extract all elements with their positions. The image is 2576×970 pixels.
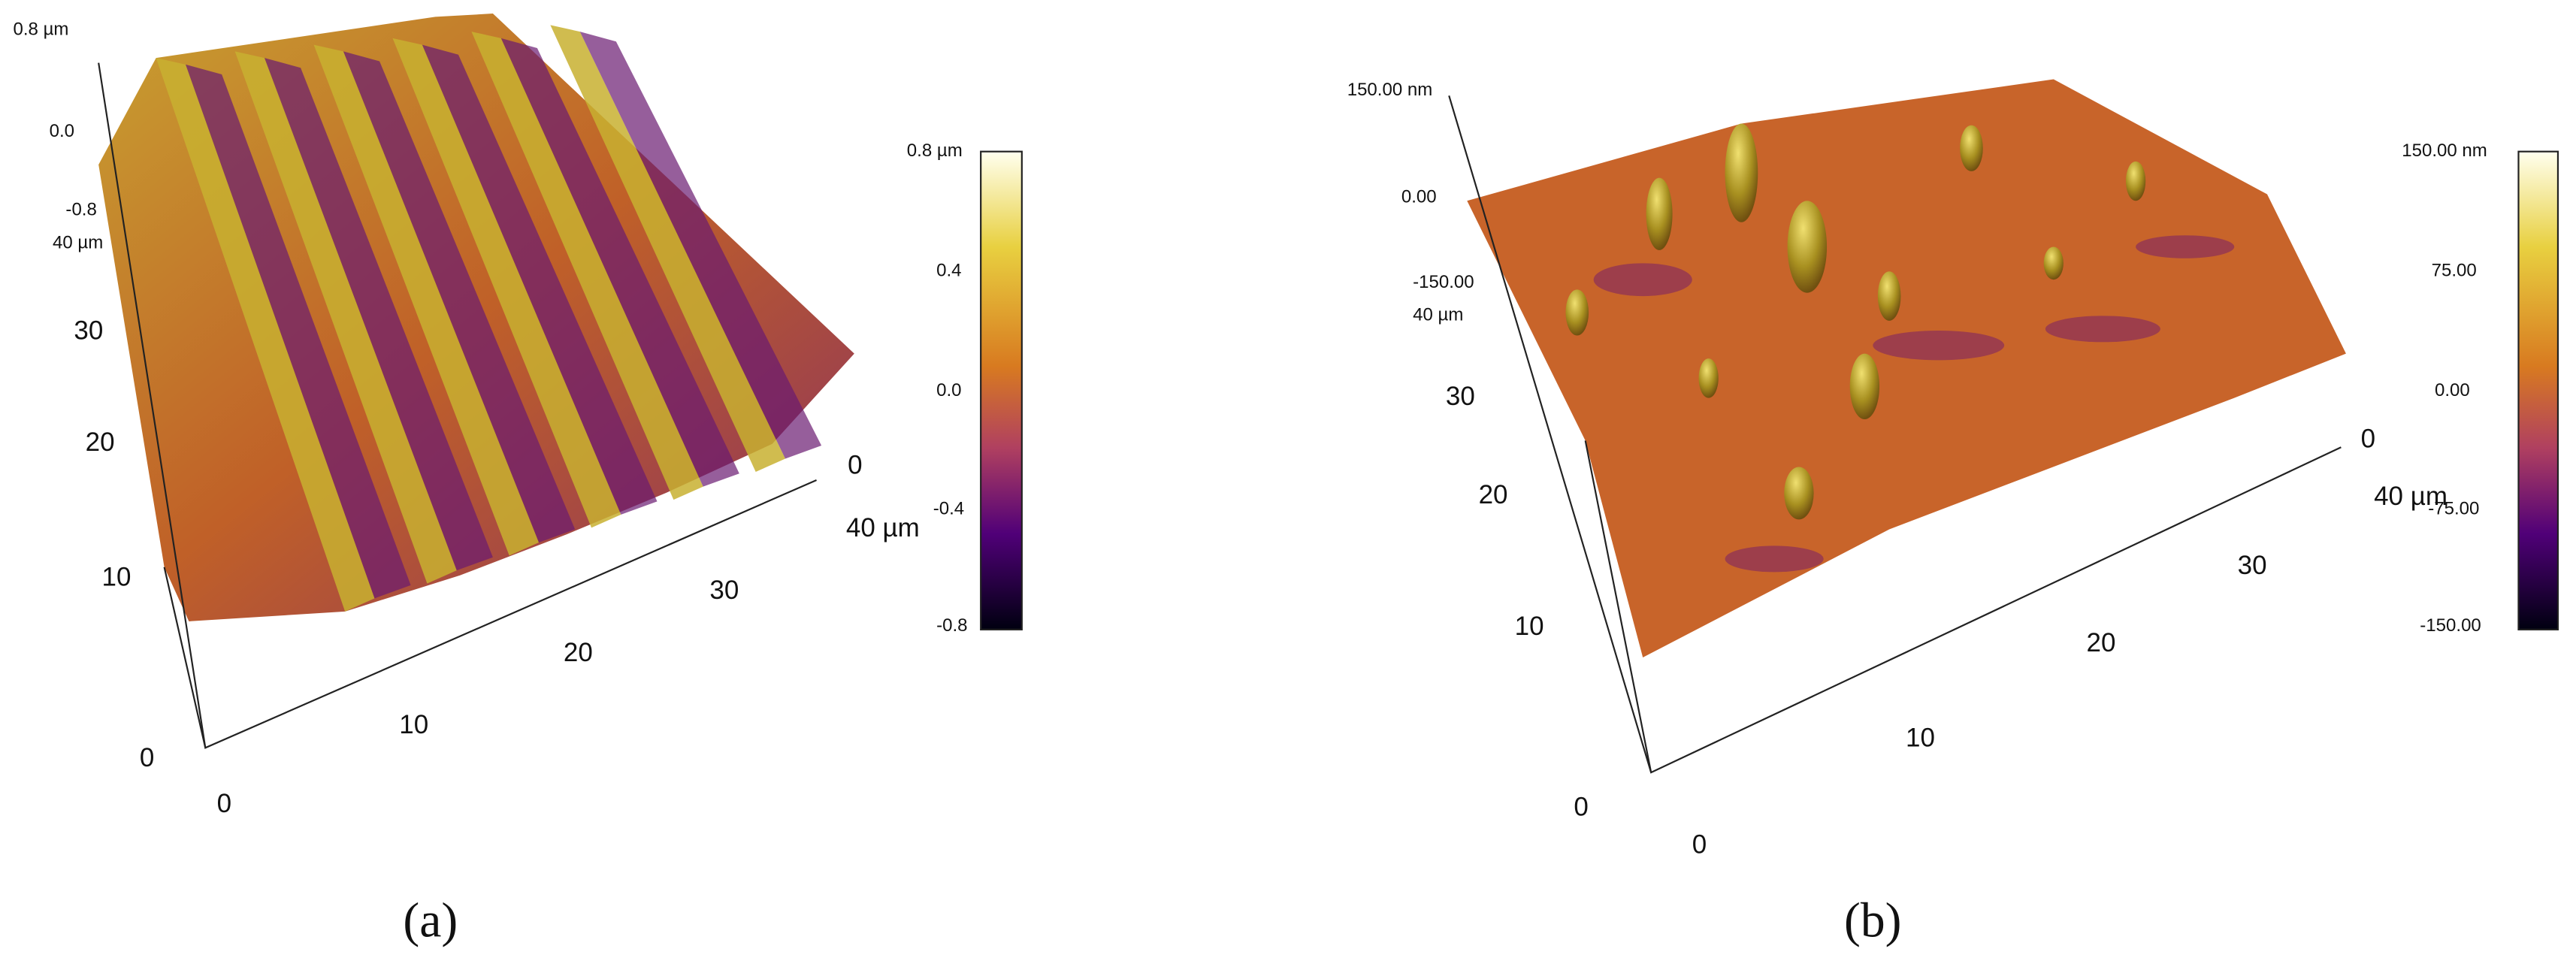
- y-tick-label: 0: [140, 743, 154, 772]
- ridge-light: [550, 25, 786, 473]
- y-tick-label: 30: [1446, 382, 1475, 411]
- z-tick-label: 0.0: [50, 121, 74, 141]
- z-tick-label: 150.00 nm: [1347, 80, 1433, 100]
- bump: [2125, 161, 2146, 201]
- colorbar-tick-label: 0.4: [936, 261, 961, 281]
- axes-b: [1448, 95, 2342, 774]
- valley: [2045, 316, 2160, 343]
- y-tick-label: 10: [1515, 612, 1544, 641]
- surface-a: [98, 14, 854, 621]
- colorbar-tick-label: -0.8: [936, 615, 967, 636]
- ridge-dark: [264, 58, 493, 571]
- valley: [1593, 263, 1692, 297]
- surface-b: [1467, 79, 2346, 658]
- y-tick-label: 40 µm: [53, 232, 103, 252]
- ridge-dark: [500, 38, 739, 487]
- z-tick-label: -150.00: [1413, 272, 1474, 292]
- x-tick-label: 30: [709, 576, 739, 605]
- x-tick-label: 20: [564, 638, 593, 667]
- x-tick-label: 30: [2238, 551, 2267, 580]
- y-tick-label: 20: [1479, 480, 1508, 509]
- colorbar-tick-label: -0.4: [933, 499, 964, 519]
- ridge-light: [471, 32, 703, 500]
- bump: [1877, 271, 1901, 321]
- z-tick-label: -0.8: [65, 200, 96, 220]
- y-tick-label: 20: [86, 428, 115, 457]
- colorbar-tick-label: 75.00: [2432, 261, 2477, 281]
- z-tick-label: 0.00: [1401, 186, 1437, 207]
- ridge-light: [392, 38, 621, 528]
- panel-caption: (b): [1844, 893, 1901, 947]
- colorbar-a: [980, 150, 1023, 630]
- valley: [2136, 235, 2235, 258]
- colorbar-tick-label: 0.0: [936, 380, 961, 400]
- x-tick-label: 20: [2087, 628, 2116, 657]
- x-tick-label: 0: [1692, 830, 1707, 860]
- x-tick-label: 10: [399, 710, 428, 739]
- colorbar-tick-label: 0.8 µm: [907, 141, 963, 161]
- bump: [1646, 177, 1673, 250]
- x-tick-label: 40 µm: [846, 513, 920, 542]
- bump: [1565, 289, 1589, 336]
- panel-caption: (a): [403, 893, 458, 947]
- bump: [1725, 123, 1758, 222]
- colorbar-tick-label: -150.00: [2420, 615, 2481, 636]
- ridge-dark: [579, 32, 822, 459]
- ridge-light: [234, 51, 457, 584]
- ridge-dark: [422, 44, 658, 515]
- y-tick-label: 30: [74, 316, 103, 345]
- x-tick-label: 40 µm: [2374, 482, 2448, 511]
- colorbar-tick-label: 150.00 nm: [2402, 141, 2487, 161]
- y-tick-label: 40 µm: [1413, 305, 1463, 325]
- y-tick-label: 0: [1574, 792, 1588, 821]
- bump: [1698, 358, 1719, 398]
- ridge-dark: [343, 51, 576, 543]
- colorbar-b: [2517, 150, 2559, 630]
- valley: [1873, 330, 2005, 361]
- x-tick-label: 0: [217, 789, 231, 818]
- z-tick-label: 0.8 µm: [13, 19, 68, 39]
- ridge-dark: [186, 64, 411, 599]
- colorbar-tick-label: 0.00: [2435, 380, 2470, 400]
- bump: [1784, 467, 1814, 520]
- ridge-light: [156, 58, 375, 612]
- axes-a: [98, 62, 817, 749]
- ridge-light: [313, 44, 540, 556]
- bump: [1787, 201, 1828, 293]
- y-tick-label: 10: [102, 562, 132, 591]
- bump: [2043, 246, 2064, 280]
- bump: [1960, 125, 1983, 171]
- colorbar-tick-label: -75.00: [2428, 499, 2479, 519]
- corner-tick-label: 0: [848, 451, 862, 480]
- bump: [1849, 353, 1880, 420]
- valley: [1725, 545, 1824, 573]
- x-tick-label: 10: [1906, 724, 1935, 753]
- corner-tick-label: 0: [2361, 425, 2375, 454]
